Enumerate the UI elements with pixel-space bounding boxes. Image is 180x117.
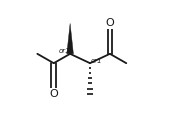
Text: O: O bbox=[105, 18, 114, 28]
Polygon shape bbox=[67, 23, 73, 54]
Text: or1: or1 bbox=[91, 58, 103, 64]
Text: O: O bbox=[49, 89, 58, 99]
Text: or1: or1 bbox=[59, 48, 71, 54]
